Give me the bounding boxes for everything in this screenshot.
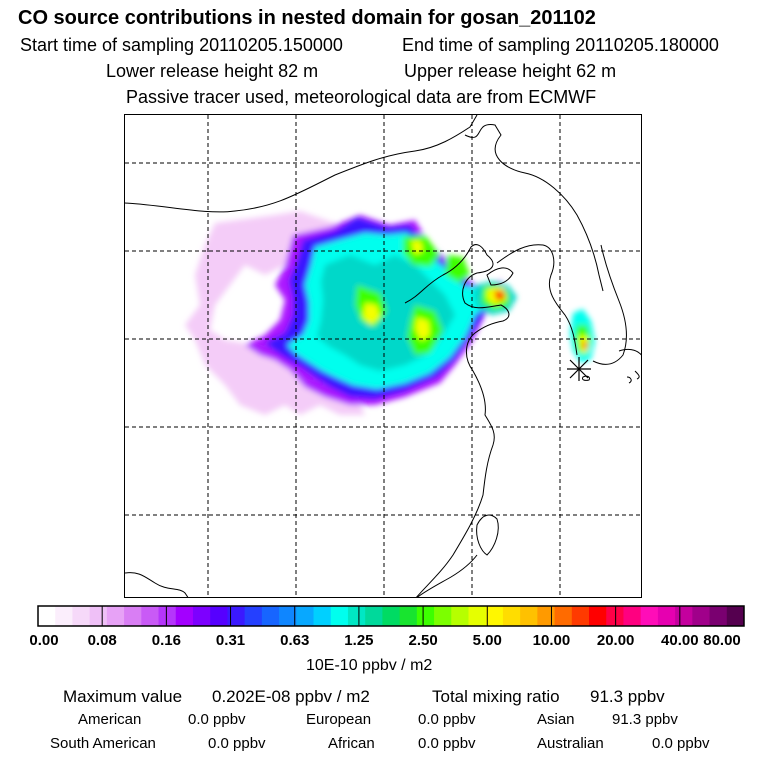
colorbar-swatch	[554, 606, 573, 626]
source-value: 0.0 ppbv	[208, 735, 266, 752]
southeast-coast	[416, 554, 478, 597]
colorbar-swatch	[589, 606, 607, 626]
colorbar-swatch	[692, 606, 711, 626]
taiwan	[476, 514, 499, 556]
colorbar-swatch	[709, 606, 728, 626]
colorbar-tick-label: 0.00	[29, 632, 59, 649]
colorbar-swatch	[313, 606, 332, 626]
colorbar-swatch	[279, 606, 297, 626]
korean-peninsula-west	[496, 244, 578, 356]
colorbar-swatch	[244, 606, 263, 626]
japan-islands	[618, 348, 641, 384]
bohai-coast	[404, 244, 510, 597]
max-value: 0.202E-08 ppbv / m2	[212, 687, 370, 706]
source-name: Australian	[537, 735, 604, 752]
colorbar-tick-label: 0.31	[215, 632, 246, 649]
colorbar-tick-label: 0.63	[280, 632, 310, 649]
end-time-label: End time of sampling 20110205.180000	[402, 35, 719, 55]
plume-korea-red	[583, 341, 587, 349]
korean-peninsula-east	[592, 244, 627, 365]
colorbar-tick-label: 80.00	[703, 632, 741, 649]
colorbar-tick-label: 1.25	[344, 632, 374, 649]
colorbar-tick-label: 0.16	[151, 632, 181, 649]
colorbar-swatch	[347, 606, 366, 626]
source-value: 91.3 ppbv	[612, 711, 678, 728]
colorbar-swatch	[261, 606, 280, 626]
colorbar-swatch	[296, 606, 315, 626]
yunnan-border	[125, 572, 189, 597]
colorbar-tick-label: 20.00	[596, 632, 635, 649]
source-value: 0.0 ppbv	[188, 711, 246, 728]
coastlines	[125, 115, 641, 597]
map-panel	[124, 114, 642, 598]
colorbar-tick-label: 2.50	[408, 632, 438, 649]
colorbar-swatch	[537, 606, 556, 626]
colorbar-tick-label: 40.00	[661, 632, 699, 649]
colorbar-tick-label: 5.00	[472, 632, 502, 649]
colorbar-swatch	[640, 606, 659, 626]
source-name: Asian	[537, 711, 575, 728]
colorbar-unit: 10E-10 ppbv / m2	[306, 657, 433, 674]
colorbar-swatch	[141, 606, 160, 626]
max-value-label: Maximum value	[63, 687, 183, 706]
colorbar-swatch	[434, 606, 452, 626]
colorbar-swatch	[227, 606, 246, 626]
colorbar-swatch	[124, 606, 142, 626]
colorbar-swatch	[365, 606, 383, 626]
source-value: 0.0 ppbv	[418, 711, 476, 728]
source-name: African	[328, 735, 375, 752]
colorbar-swatch	[468, 606, 487, 626]
colorbar-swatch	[175, 606, 194, 626]
source-name: European	[306, 711, 372, 728]
colorbar-swatch	[382, 606, 401, 626]
colorbar-swatch	[55, 606, 73, 626]
total-mixing-value: 91.3 ppbv	[590, 687, 665, 706]
plume-low-layer	[185, 211, 365, 415]
colorbar-swatch	[330, 606, 349, 626]
plume-green-layer	[355, 235, 470, 355]
receptor-star-icon	[567, 357, 591, 381]
mongolia-border	[125, 115, 478, 213]
map-canvas	[125, 115, 641, 597]
colorbar-swatch	[657, 606, 676, 626]
concentration-plume	[185, 211, 595, 415]
source-name: South American	[50, 735, 156, 752]
tracer-note: Passive tracer used, meteorological data…	[126, 87, 597, 107]
colorbar-tick-label: 0.08	[87, 632, 117, 649]
liaodong-peninsula	[486, 267, 514, 286]
china-korea-border	[464, 124, 604, 292]
colorbar-tick-label: 10.00	[532, 632, 571, 649]
colorbar-swatch	[399, 606, 418, 626]
colorbar-swatch	[416, 606, 435, 626]
plume-yellow-layer	[363, 241, 430, 341]
lower-release-height: Lower release height 82 m	[106, 61, 319, 81]
colorbar-swatch	[726, 606, 745, 626]
colorbar-border	[37, 605, 745, 627]
colorbar-swatch	[210, 606, 228, 626]
colorbar-swatch	[571, 606, 590, 626]
colorbar-swatch	[451, 606, 469, 626]
colorbar-swatch	[675, 606, 693, 626]
page-title: CO source contributions in nested domain…	[18, 7, 596, 29]
colorbar-swatch	[485, 606, 504, 626]
colorbar-swatch	[192, 606, 211, 626]
colorbar-swatch	[89, 606, 108, 626]
lat-lon-grid	[125, 115, 641, 597]
colorbar-swatch	[38, 606, 56, 626]
colorbar-swatch	[502, 606, 521, 626]
upper-release-height: Upper release height 62 m	[404, 61, 617, 81]
colorbar-swatch	[623, 606, 642, 626]
colorbar-swatch	[158, 606, 177, 626]
colorbar-swatch	[106, 606, 125, 626]
colorbar	[37, 605, 745, 627]
colorbar-swatch	[606, 606, 624, 626]
start-time-label: Start time of sampling 20110205.150000	[20, 35, 343, 55]
total-mixing-label: Total mixing ratio	[432, 687, 560, 706]
source-value: 0.0 ppbv	[652, 735, 710, 752]
source-value: 0.0 ppbv	[418, 735, 476, 752]
colorbar-swatch	[72, 606, 91, 626]
source-name: American	[78, 711, 142, 728]
colorbar-swatch	[520, 606, 538, 626]
plume-shandong-red	[494, 291, 505, 301]
